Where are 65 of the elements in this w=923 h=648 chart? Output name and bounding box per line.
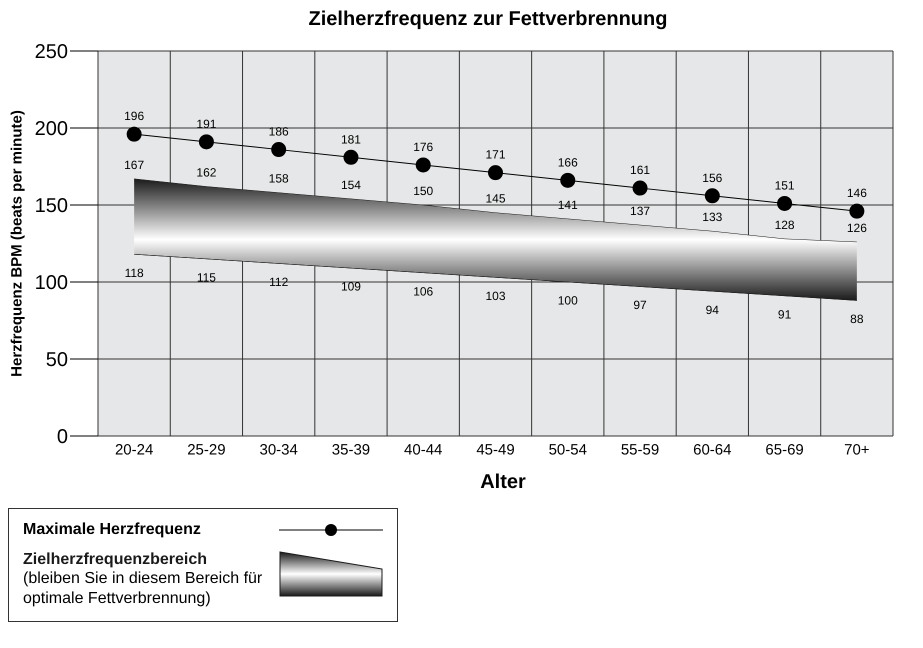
data-label: 94 — [706, 302, 720, 317]
data-label: 191 — [196, 116, 217, 131]
point — [271, 142, 286, 158]
y-tick-label: 250 — [34, 41, 68, 64]
data-label: 145 — [485, 192, 506, 206]
data-label: 97 — [633, 298, 648, 312]
x-axis-title: Alter — [479, 471, 527, 494]
data-label: 150 — [413, 184, 434, 198]
data-label: 88 — [850, 312, 864, 326]
point — [849, 204, 864, 219]
x-tick-label: 25-29 — [187, 442, 226, 459]
data-label: 103 — [485, 288, 506, 303]
x-tick-label: 50-54 — [548, 442, 587, 459]
data-label: 91 — [778, 307, 792, 322]
x-tick-label: 30-34 — [259, 442, 298, 459]
data-label: 133 — [702, 210, 723, 224]
text: (bleiben Sie in diesem Bereich für optimale Fettverbrennung) — [23, 569, 264, 609]
data-label: 154 — [340, 178, 362, 192]
x-tick-label: 40-44 — [404, 442, 442, 459]
data-label: 196 — [124, 109, 144, 124]
y-axis-title: Herzfrequenz BPM (beats per minute) — [8, 110, 26, 377]
data-label: 100 — [558, 294, 578, 308]
point — [704, 188, 720, 204]
data-label: 181 — [340, 132, 362, 146]
x-tick-label: 20-24 — [114, 442, 154, 459]
x-tick-label: 45-49 — [476, 442, 515, 459]
data-label: 126 — [846, 220, 868, 235]
point — [488, 165, 503, 180]
y-tick-label: 0 — [56, 426, 68, 448]
data-label: 118 — [124, 266, 144, 280]
y-tick-label: 100 — [34, 272, 68, 294]
data-label: 167 — [124, 158, 144, 172]
data-label: 162 — [196, 166, 217, 180]
chart-title: Zielherzfrequenz zur Fettverbrennung — [308, 8, 668, 31]
data-label: 151 — [774, 178, 795, 192]
data-label: 146 — [846, 186, 868, 200]
point — [632, 180, 648, 196]
data-label: 115 — [196, 270, 216, 284]
y-tick-label: 50 — [46, 349, 68, 372]
data-label: 171 — [485, 148, 506, 162]
text: Zielherzfrequenzbereich — [23, 551, 208, 569]
point — [416, 157, 431, 172]
data-label: 161 — [630, 163, 650, 178]
x-tick-label: 35-39 — [332, 442, 370, 459]
data-label: 128 — [774, 218, 795, 232]
data-label: 166 — [558, 155, 578, 170]
text: Maximale Herzfrequenz — [23, 521, 201, 539]
data-label: 158 — [268, 172, 290, 186]
data-label: 137 — [630, 204, 650, 218]
data-label: 176 — [413, 140, 434, 154]
data-label: 156 — [702, 170, 723, 185]
point — [198, 134, 214, 150]
point — [777, 196, 792, 211]
data-label: 109 — [340, 280, 362, 294]
x-tick-label: 60-64 — [693, 442, 732, 459]
point — [560, 172, 576, 188]
y-tick-label: 150 — [34, 195, 68, 218]
point — [126, 126, 142, 142]
data-label: 106 — [413, 284, 434, 298]
x-tick-label: 65-69 — [765, 442, 804, 459]
x-tick-label: 55-59 — [620, 442, 660, 459]
point — [343, 150, 358, 165]
x-tick-label: 70+ — [844, 442, 870, 459]
data-label: 186 — [268, 124, 290, 139]
y-tick-label: 200 — [34, 118, 68, 140]
